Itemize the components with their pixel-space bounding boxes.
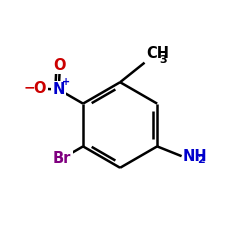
- Text: N: N: [52, 82, 65, 97]
- Text: 2: 2: [197, 155, 205, 165]
- Text: 3: 3: [160, 55, 167, 65]
- Text: NH: NH: [183, 149, 208, 164]
- Text: CH: CH: [146, 46, 169, 62]
- Text: O: O: [34, 81, 46, 96]
- Text: +: +: [62, 77, 70, 87]
- Text: O: O: [54, 58, 66, 72]
- Text: −: −: [24, 80, 35, 94]
- Text: Br: Br: [53, 151, 71, 166]
